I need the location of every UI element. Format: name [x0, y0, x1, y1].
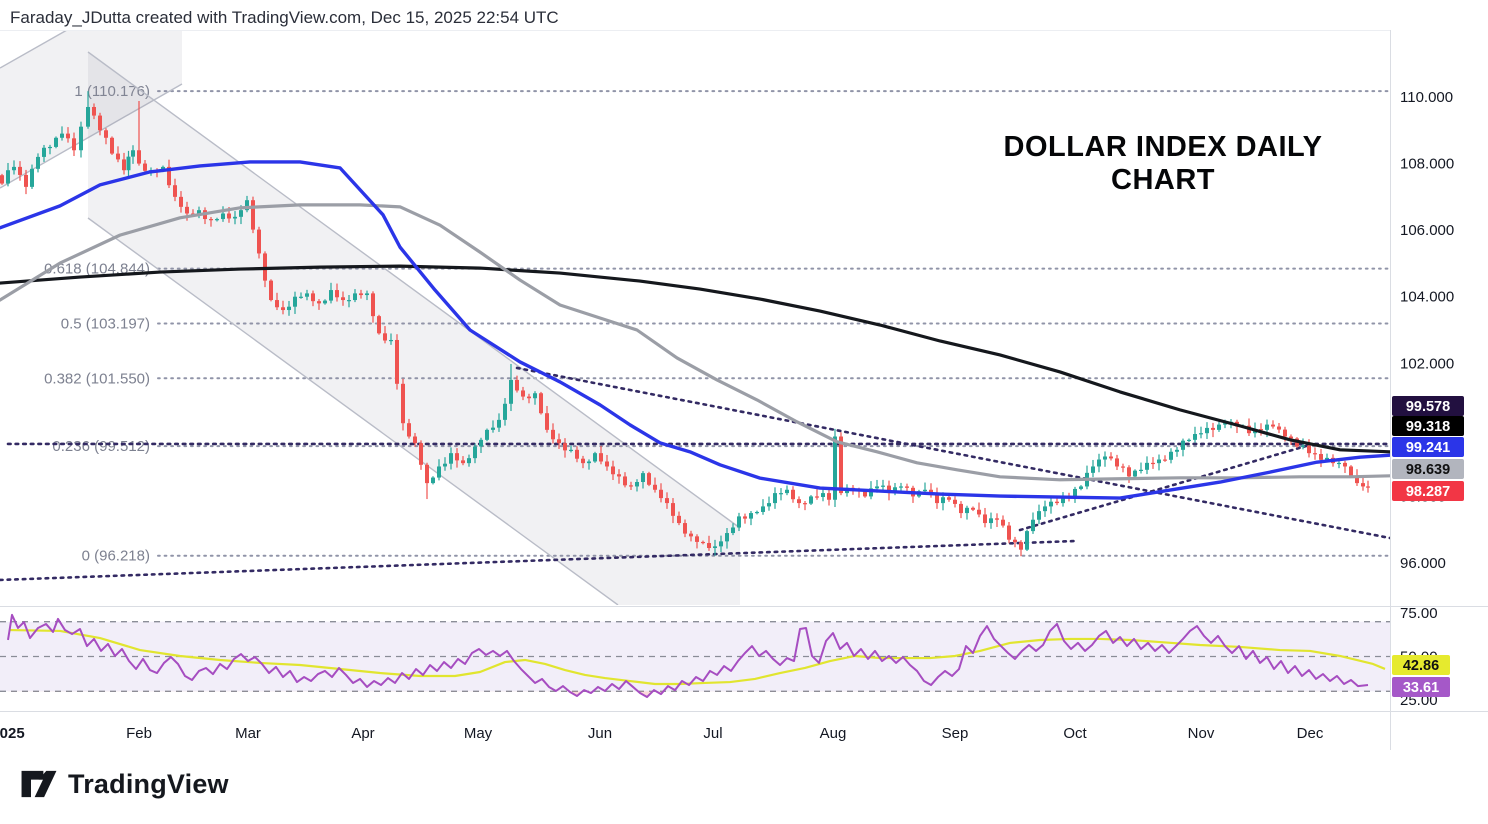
time-axis-label: Aug: [820, 725, 847, 742]
price-axis-tick: 108.000: [1400, 156, 1454, 173]
time-axis-label: Oct: [1063, 725, 1087, 742]
time-axis-label: Jul: [703, 725, 722, 742]
rsi-flag: 33.61: [1392, 677, 1450, 697]
chart-credit: Faraday_JDutta created with TradingView.…: [10, 8, 559, 27]
descending-trendline[interactable]: [515, 366, 1390, 540]
rsi-flag-value: 42.86: [1403, 658, 1439, 674]
price-flag-value: 99.318: [1406, 419, 1450, 435]
candlestick-series[interactable]: [0, 91, 1370, 557]
price-flag-labels: 99.578 99.318 99.241 98.639 98.287: [1392, 396, 1464, 501]
price-flag-value: 98.287: [1406, 484, 1450, 500]
trendlines: [0, 366, 1390, 582]
price-flag: 99.241: [1392, 437, 1464, 457]
time-axis-label: Feb: [126, 725, 152, 742]
price-flag: 99.578: [1392, 396, 1464, 416]
price-flag-value: 99.241: [1406, 440, 1450, 456]
fib-level-label: 0.236 (99.512): [52, 438, 150, 455]
channel-descending-channel: [87, 51, 741, 605]
fib-retracement: 1 (110.176)0.618 (104.844)0.5 (103.197)0…: [44, 83, 1391, 565]
watermark-title: DOLLAR INDEX DAILY CHART: [1003, 131, 1323, 196]
price-flag-value: 99.578: [1406, 399, 1450, 415]
price-flag: 99.318: [1392, 416, 1464, 436]
rsi-flag-value: 33.61: [1403, 680, 1439, 696]
sma-50-blue[interactable]: [0, 160, 1390, 500]
time-axis-label: Jun: [588, 725, 612, 742]
rsi-flag: 42.86: [1392, 655, 1450, 675]
fib-level-label: 1 (110.176): [74, 83, 150, 100]
tradingview-logo-text: TradingView: [68, 768, 229, 799]
price-axis-tick: 102.000: [1400, 355, 1454, 372]
price-axis-tick: 104.000: [1400, 289, 1454, 306]
rsi-line[interactable]: [7, 613, 1369, 699]
time-axis-label: Apr: [351, 725, 374, 742]
rsi-ma-line[interactable]: [9, 628, 1386, 686]
time-axis-label: Dec: [1297, 725, 1324, 742]
tradingview-logo[interactable]: TradingView: [20, 768, 229, 800]
time-axis[interactable]: 2025 Feb Mar Apr May Jun Jul Aug Sep Oct Nov Dec: [0, 725, 1324, 742]
long-support-trendline[interactable]: [0, 539, 1077, 582]
tradingview-logo-icon: [21, 770, 57, 798]
panel-separators: [0, 30, 1488, 750]
fib-level-label: 0 (96.218): [82, 548, 150, 565]
main-pane[interactable]: [0, 30, 1390, 605]
time-axis-label: May: [464, 725, 493, 742]
time-axis-label: Mar: [235, 725, 261, 742]
fib-level-label: 0.5 (103.197): [61, 315, 150, 332]
sma-200-black[interactable]: [0, 264, 1390, 454]
sma-100-gray[interactable]: [0, 203, 1390, 482]
time-axis-label: Nov: [1188, 725, 1215, 742]
time-axis-label: 2025: [0, 725, 25, 742]
price-axis-tick: 106.000: [1400, 222, 1454, 239]
price-flag: 98.287: [1392, 481, 1464, 501]
price-flag: 98.639: [1392, 459, 1464, 479]
price-axis-tick: 110.000: [1400, 89, 1453, 106]
price-axis-tick: 96.000: [1400, 555, 1446, 572]
price-flag-value: 98.639: [1406, 462, 1450, 478]
time-axis-label: Sep: [942, 725, 969, 742]
rising-wedge-trendline[interactable]: [1018, 443, 1312, 532]
rsi-axis-tick: 75.00: [1400, 605, 1438, 622]
fib-level-label: 0.382 (101.550): [44, 370, 150, 387]
